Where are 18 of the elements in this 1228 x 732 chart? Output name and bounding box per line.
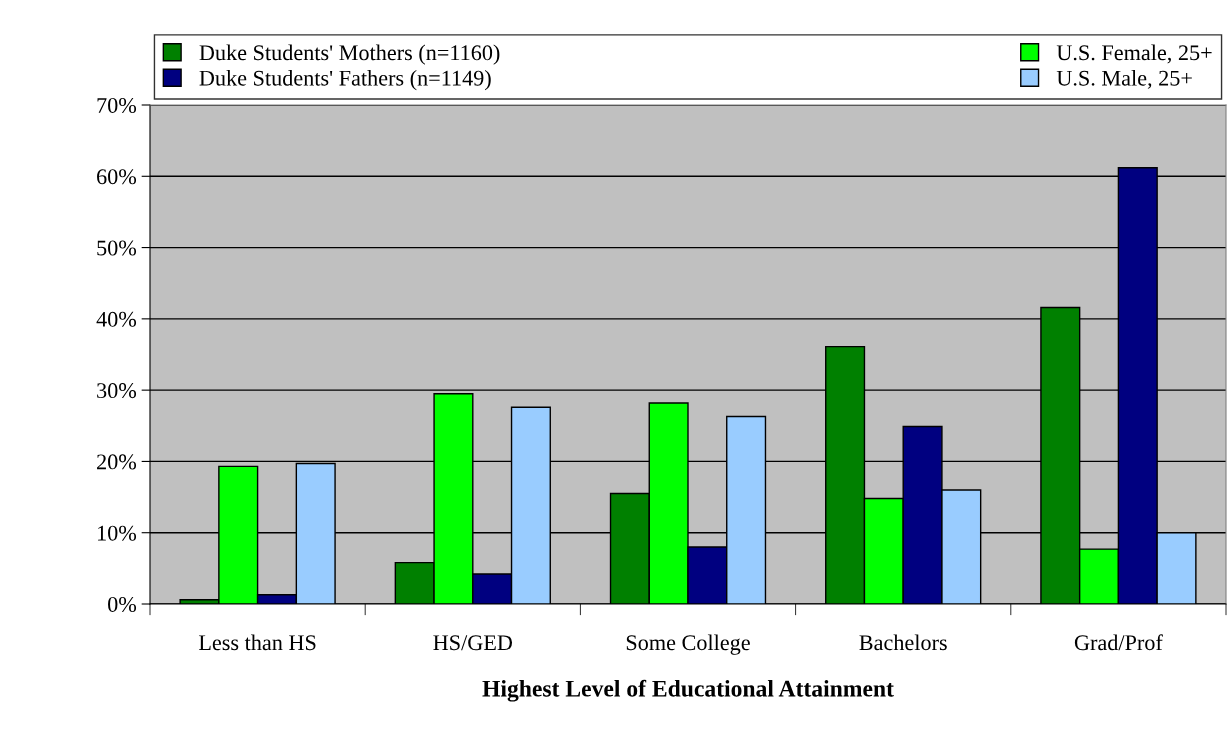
y-tick-label: 30%	[97, 383, 137, 399]
y-tick-label: 10%	[98, 525, 137, 541]
y-tick-label: 50%	[97, 240, 137, 256]
legend-label: Duke Students' Fathers (n=1149)	[199, 70, 491, 91]
x-axis-title: Highest Level of Educational Attainment	[482, 679, 894, 702]
legend-label: U.S. Male, 25+	[1056, 70, 1192, 89]
x-tick-label: Grad/Prof	[1074, 634, 1163, 651]
y-tick-label: 70%	[97, 97, 137, 113]
x-tick-label: Some College	[626, 634, 750, 655]
y-tick-label: 20%	[97, 454, 137, 470]
x-tick-label: HS/GED	[433, 635, 513, 651]
x-tick-label: Bachelors	[859, 634, 947, 651]
x-tick-label: Less than HS	[198, 634, 316, 651]
y-tick-label: 0%	[108, 596, 137, 612]
y-tick-label: 40%	[96, 311, 137, 327]
legend-label: U.S. Female, 25+	[1056, 44, 1212, 64]
legend-label: Duke Students' Mothers (n=1160)	[199, 44, 500, 65]
y-tick-label: 60%	[97, 169, 137, 185]
